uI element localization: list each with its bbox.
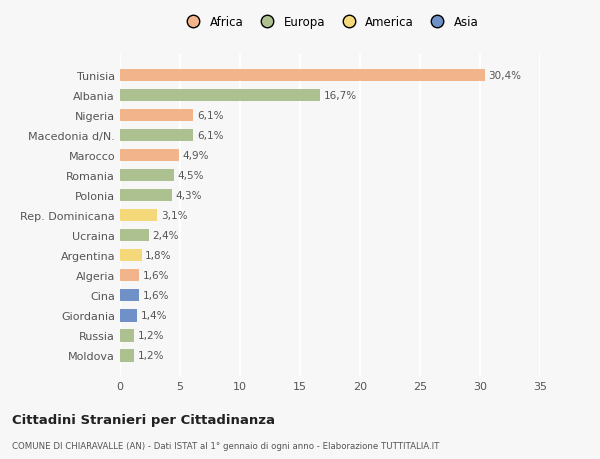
Text: COMUNE DI CHIARAVALLE (AN) - Dati ISTAT al 1° gennaio di ogni anno - Elaborazion: COMUNE DI CHIARAVALLE (AN) - Dati ISTAT …: [12, 441, 439, 450]
Text: 16,7%: 16,7%: [324, 91, 357, 101]
Text: 4,5%: 4,5%: [178, 171, 204, 181]
Text: 6,1%: 6,1%: [197, 111, 223, 121]
Text: Cittadini Stranieri per Cittadinanza: Cittadini Stranieri per Cittadinanza: [12, 413, 275, 426]
Text: 1,4%: 1,4%: [140, 311, 167, 321]
Text: 1,2%: 1,2%: [138, 330, 164, 341]
Bar: [120, 330, 134, 342]
Bar: [120, 90, 320, 102]
Bar: [120, 150, 179, 162]
Legend: Africa, Europa, America, Asia: Africa, Europa, America, Asia: [181, 16, 479, 29]
Text: 3,1%: 3,1%: [161, 211, 187, 221]
Text: 4,3%: 4,3%: [175, 191, 202, 201]
Bar: [120, 129, 193, 142]
Bar: [120, 190, 172, 202]
Bar: [120, 309, 137, 322]
Text: 1,8%: 1,8%: [145, 251, 172, 261]
Text: 30,4%: 30,4%: [488, 71, 521, 81]
Bar: [120, 269, 139, 282]
Text: 4,9%: 4,9%: [182, 151, 209, 161]
Bar: [120, 290, 139, 302]
Bar: [120, 70, 485, 82]
Bar: [120, 169, 174, 182]
Text: 1,6%: 1,6%: [143, 291, 169, 301]
Bar: [120, 230, 149, 242]
Text: 6,1%: 6,1%: [197, 131, 223, 141]
Text: 1,6%: 1,6%: [143, 271, 169, 280]
Bar: [120, 250, 142, 262]
Bar: [120, 110, 193, 122]
Text: 1,2%: 1,2%: [138, 351, 164, 361]
Text: 2,4%: 2,4%: [152, 231, 179, 241]
Bar: [120, 210, 157, 222]
Bar: [120, 349, 134, 362]
